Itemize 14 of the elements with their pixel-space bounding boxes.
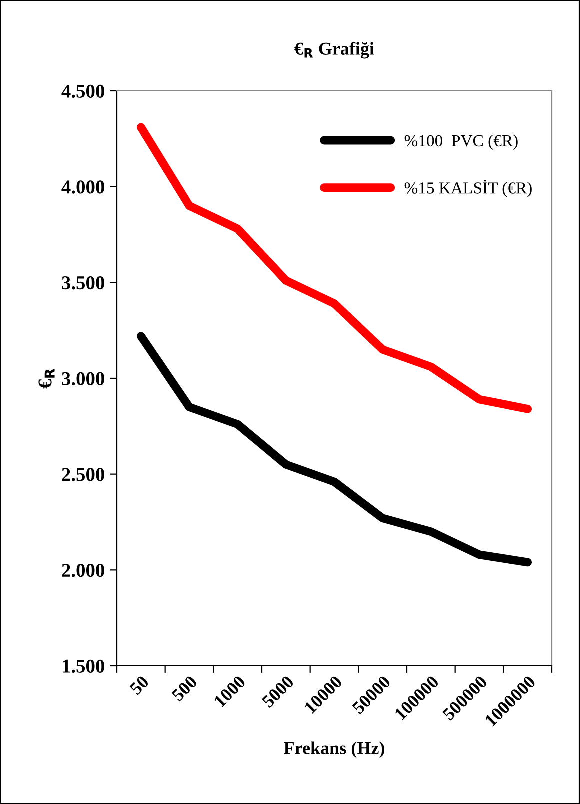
y-tick-label: 2.500 bbox=[62, 468, 104, 482]
legend-label: %15 KALSİT (€R) bbox=[404, 180, 532, 198]
x-axis-title: Frekans (Hz) bbox=[284, 742, 384, 758]
y-tick-label: 4.000 bbox=[62, 180, 104, 194]
y-tick-label: 3.000 bbox=[62, 372, 104, 386]
x-tick-label: 500 bbox=[171, 675, 198, 702]
chart-title: €$_{R}$ Grafiği bbox=[294, 42, 374, 59]
y-tick-label: 2.000 bbox=[62, 564, 104, 578]
x-tick-label: 50 bbox=[129, 675, 150, 696]
y-axis-title: €$_{R}$ bbox=[38, 368, 55, 389]
y-tick-label: 3.500 bbox=[62, 276, 104, 290]
legend-label: %100 PVC (€R) bbox=[404, 134, 518, 150]
y-tick-label: 1.500 bbox=[63, 660, 104, 674]
y-tick-label: 4.500 bbox=[62, 84, 104, 98]
